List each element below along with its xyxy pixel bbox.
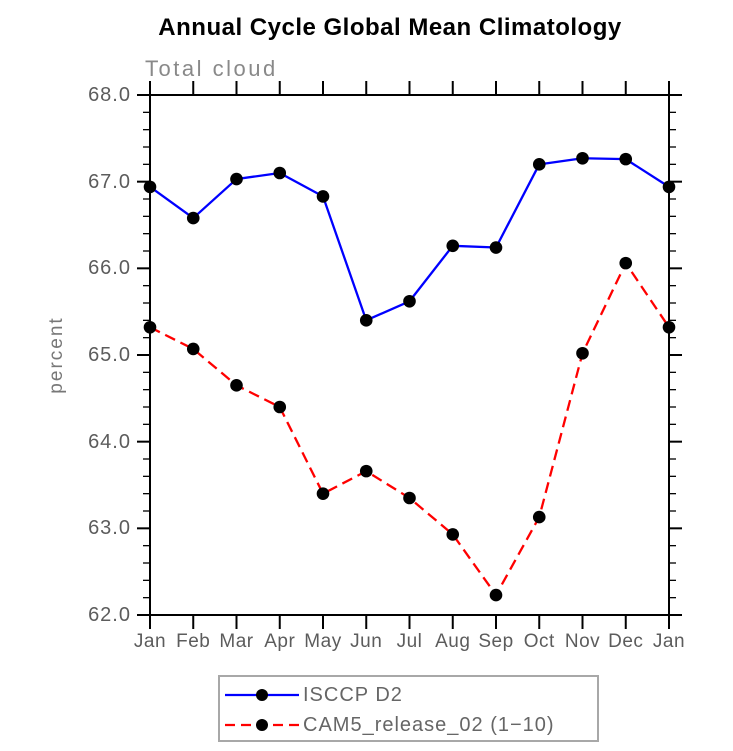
y-tick-label: 66.0	[88, 257, 131, 280]
y-tick-label: 67.0	[88, 170, 131, 193]
series-0-marker	[446, 239, 460, 253]
series-1-marker	[619, 256, 633, 270]
series-0-marker	[230, 172, 243, 186]
chart-title: Annual Cycle Global Mean Climatology	[158, 14, 622, 41]
series-0-marker	[143, 180, 157, 194]
y-tick-label: 63.0	[88, 517, 131, 540]
legend-line-sample	[225, 719, 299, 731]
legend-label: CAM5_release_02 (1−10)	[303, 713, 555, 736]
series-0-marker	[662, 180, 676, 194]
plot-frame	[149, 94, 670, 616]
chart-subtitle: Total cloud	[145, 56, 278, 81]
series-line-1	[149, 261, 670, 597]
series-0-marker	[316, 190, 330, 203]
legend-line-sample	[225, 689, 299, 701]
legend-entry: ISCCP D2	[223, 681, 403, 709]
series-0-marker	[576, 151, 589, 165]
legend-entry: CAM5_release_02 (1−10)	[223, 711, 555, 739]
series-1-marker	[489, 588, 503, 602]
series-0-marker	[403, 294, 416, 308]
x-tick-label: Feb	[176, 631, 211, 652]
series-1-marker	[359, 464, 373, 478]
series-1-marker	[273, 400, 287, 414]
series-1-marker	[186, 342, 200, 356]
x-tick-label: Jan	[133, 631, 167, 652]
series-0-marker	[532, 158, 546, 171]
legend-box: ISCCP D2 CAM5_release_02 (1−10)	[218, 675, 599, 742]
series-0-marker	[619, 152, 633, 166]
series-1-marker	[662, 320, 676, 334]
series-1-marker	[532, 510, 546, 524]
legend-label: ISCCP D2	[303, 683, 403, 706]
x-tick-label: Oct	[523, 631, 555, 652]
x-tick-label: Sep	[478, 631, 514, 652]
series-1-marker	[316, 487, 330, 500]
series-0-marker	[359, 314, 373, 327]
x-tick-label: May	[304, 631, 342, 652]
series-1-marker	[403, 491, 416, 505]
x-tick-label: Dec	[608, 631, 644, 652]
series-0-marker	[186, 211, 200, 225]
x-tick-label: Mar	[219, 631, 254, 652]
series-1-marker	[230, 379, 243, 392]
x-tick-label: Jan	[652, 631, 686, 652]
series-1-marker	[143, 320, 157, 334]
x-tick-label: Jul	[396, 631, 423, 652]
x-tick-label: Apr	[264, 631, 296, 652]
x-tick-label: Aug	[435, 631, 471, 652]
x-tick-label: Jun	[350, 631, 383, 652]
y-tick-label: 65.0	[88, 344, 131, 366]
y-tick-label: 68.0	[88, 84, 131, 106]
x-tick-label: Nov	[564, 631, 601, 652]
series-0-marker	[273, 166, 287, 180]
series-0-marker	[489, 241, 503, 254]
y-tick-label: 62.0	[88, 604, 131, 626]
y-tick-label: 64.0	[88, 430, 131, 453]
series-1-marker	[446, 528, 460, 541]
series-1-marker	[576, 346, 589, 360]
